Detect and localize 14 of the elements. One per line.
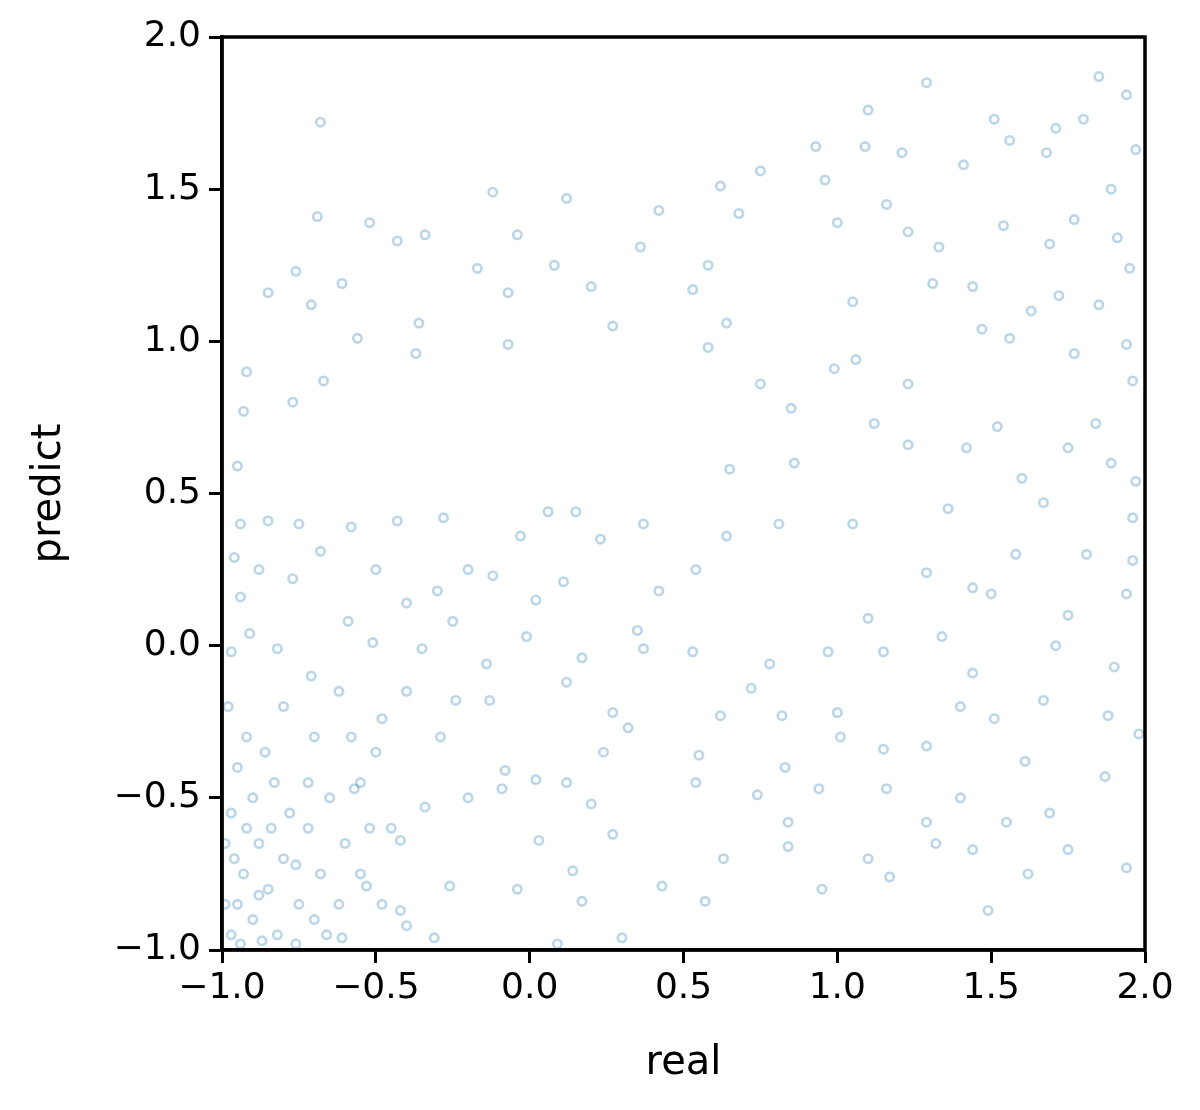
- y-tick-label: −0.5: [113, 774, 201, 816]
- x-axis-title: real: [645, 1037, 722, 1084]
- x-tick-label: 2.0: [1116, 964, 1174, 1006]
- y-tick-label: 1.5: [143, 165, 201, 207]
- x-tick-label: 1.5: [962, 964, 1020, 1006]
- y-tick-label: 0.0: [143, 622, 201, 664]
- y-tick-label: 1.0: [143, 317, 201, 359]
- x-tick-label: −0.5: [332, 964, 420, 1006]
- x-tick-label: 0.5: [654, 964, 713, 1006]
- y-tick-label: 0.5: [143, 469, 201, 511]
- x-tick-label: 0.0: [501, 964, 559, 1006]
- x-tick-label: 1.0: [808, 964, 866, 1006]
- y-axis-title: predict: [23, 423, 70, 564]
- y-tick-label: 2.0: [143, 13, 201, 55]
